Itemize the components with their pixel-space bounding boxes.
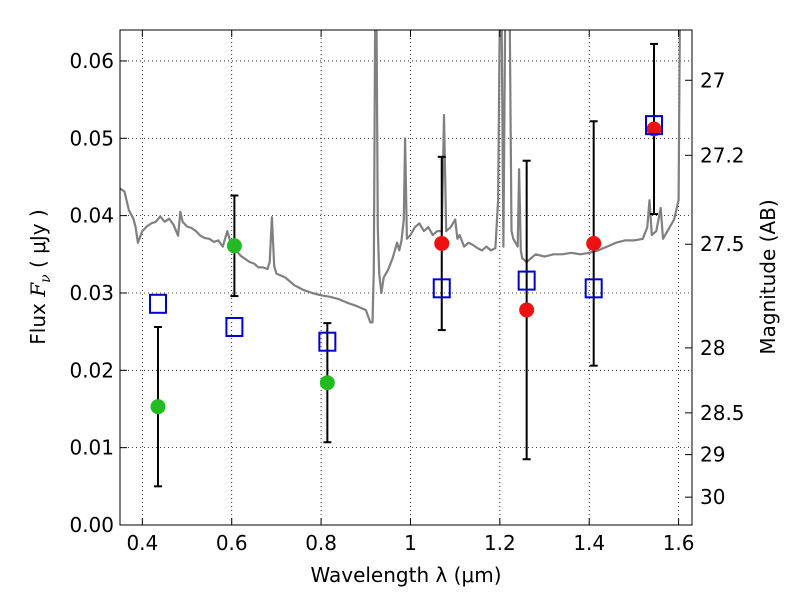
x-tick-label: 1 bbox=[404, 531, 417, 555]
right-tick-label: 28.5 bbox=[700, 401, 745, 425]
spectrum-line bbox=[120, 30, 681, 324]
data-point bbox=[646, 121, 662, 137]
model-square bbox=[432, 278, 451, 299]
model-square bbox=[148, 293, 167, 314]
right-tick-label: 29 bbox=[700, 443, 725, 467]
right-tick-label: 27.2 bbox=[700, 143, 745, 167]
data-point bbox=[434, 235, 450, 251]
x-tick-label: 0.8 bbox=[305, 531, 337, 555]
right-axis-ticks: 27 27.2 27.5 28 28.5 29 30 bbox=[685, 68, 745, 509]
y-tick-label: 0.04 bbox=[69, 204, 114, 228]
y-axis-ticks: 0.00 0.01 0.02 0.03 0.04 0.05 0.06 bbox=[69, 49, 127, 537]
right-tick-label: 30 bbox=[700, 485, 725, 509]
y-tick-label: 0.05 bbox=[69, 126, 114, 150]
data-point bbox=[519, 302, 535, 318]
model-spectrum bbox=[120, 30, 681, 324]
y-tick-label: 0.06 bbox=[69, 49, 114, 73]
x-tick-label: 0.6 bbox=[216, 531, 248, 555]
x-axis-label: Wavelength λ (μm) bbox=[310, 563, 501, 587]
data-markers bbox=[148, 115, 664, 415]
data-point bbox=[150, 399, 166, 415]
model-square bbox=[318, 331, 337, 352]
data-point bbox=[319, 375, 335, 391]
model-square bbox=[645, 115, 664, 136]
model-square bbox=[225, 317, 244, 337]
data-point bbox=[226, 238, 242, 254]
x-tick-label: 1.2 bbox=[484, 531, 516, 555]
y-tick-label: 0.02 bbox=[69, 358, 114, 382]
right-tick-label: 28 bbox=[700, 336, 725, 360]
data-point bbox=[586, 235, 602, 251]
x-tick-label: 1.4 bbox=[573, 531, 605, 555]
y-tick-label: 0.01 bbox=[69, 436, 114, 460]
y-tick-label: 0.00 bbox=[69, 513, 114, 537]
right-axis-label: Magnitude (AB) bbox=[756, 199, 780, 354]
right-tick-label: 27.5 bbox=[700, 232, 745, 256]
model-square bbox=[584, 278, 603, 299]
model-square bbox=[517, 270, 536, 291]
plot-background bbox=[120, 30, 692, 525]
x-axis-ticks: 0.4 0.6 0.8 1 1.2 1.4 1.6 bbox=[126, 30, 695, 555]
x-tick-label: 1.6 bbox=[663, 531, 695, 555]
x-tick-label: 0.4 bbox=[126, 531, 158, 555]
right-tick-label: 27 bbox=[700, 68, 725, 92]
y-axis-label: Flux Fν ( μJy ) bbox=[26, 209, 54, 344]
y-tick-label: 0.03 bbox=[69, 281, 114, 305]
plot-frame bbox=[119, 29, 693, 526]
